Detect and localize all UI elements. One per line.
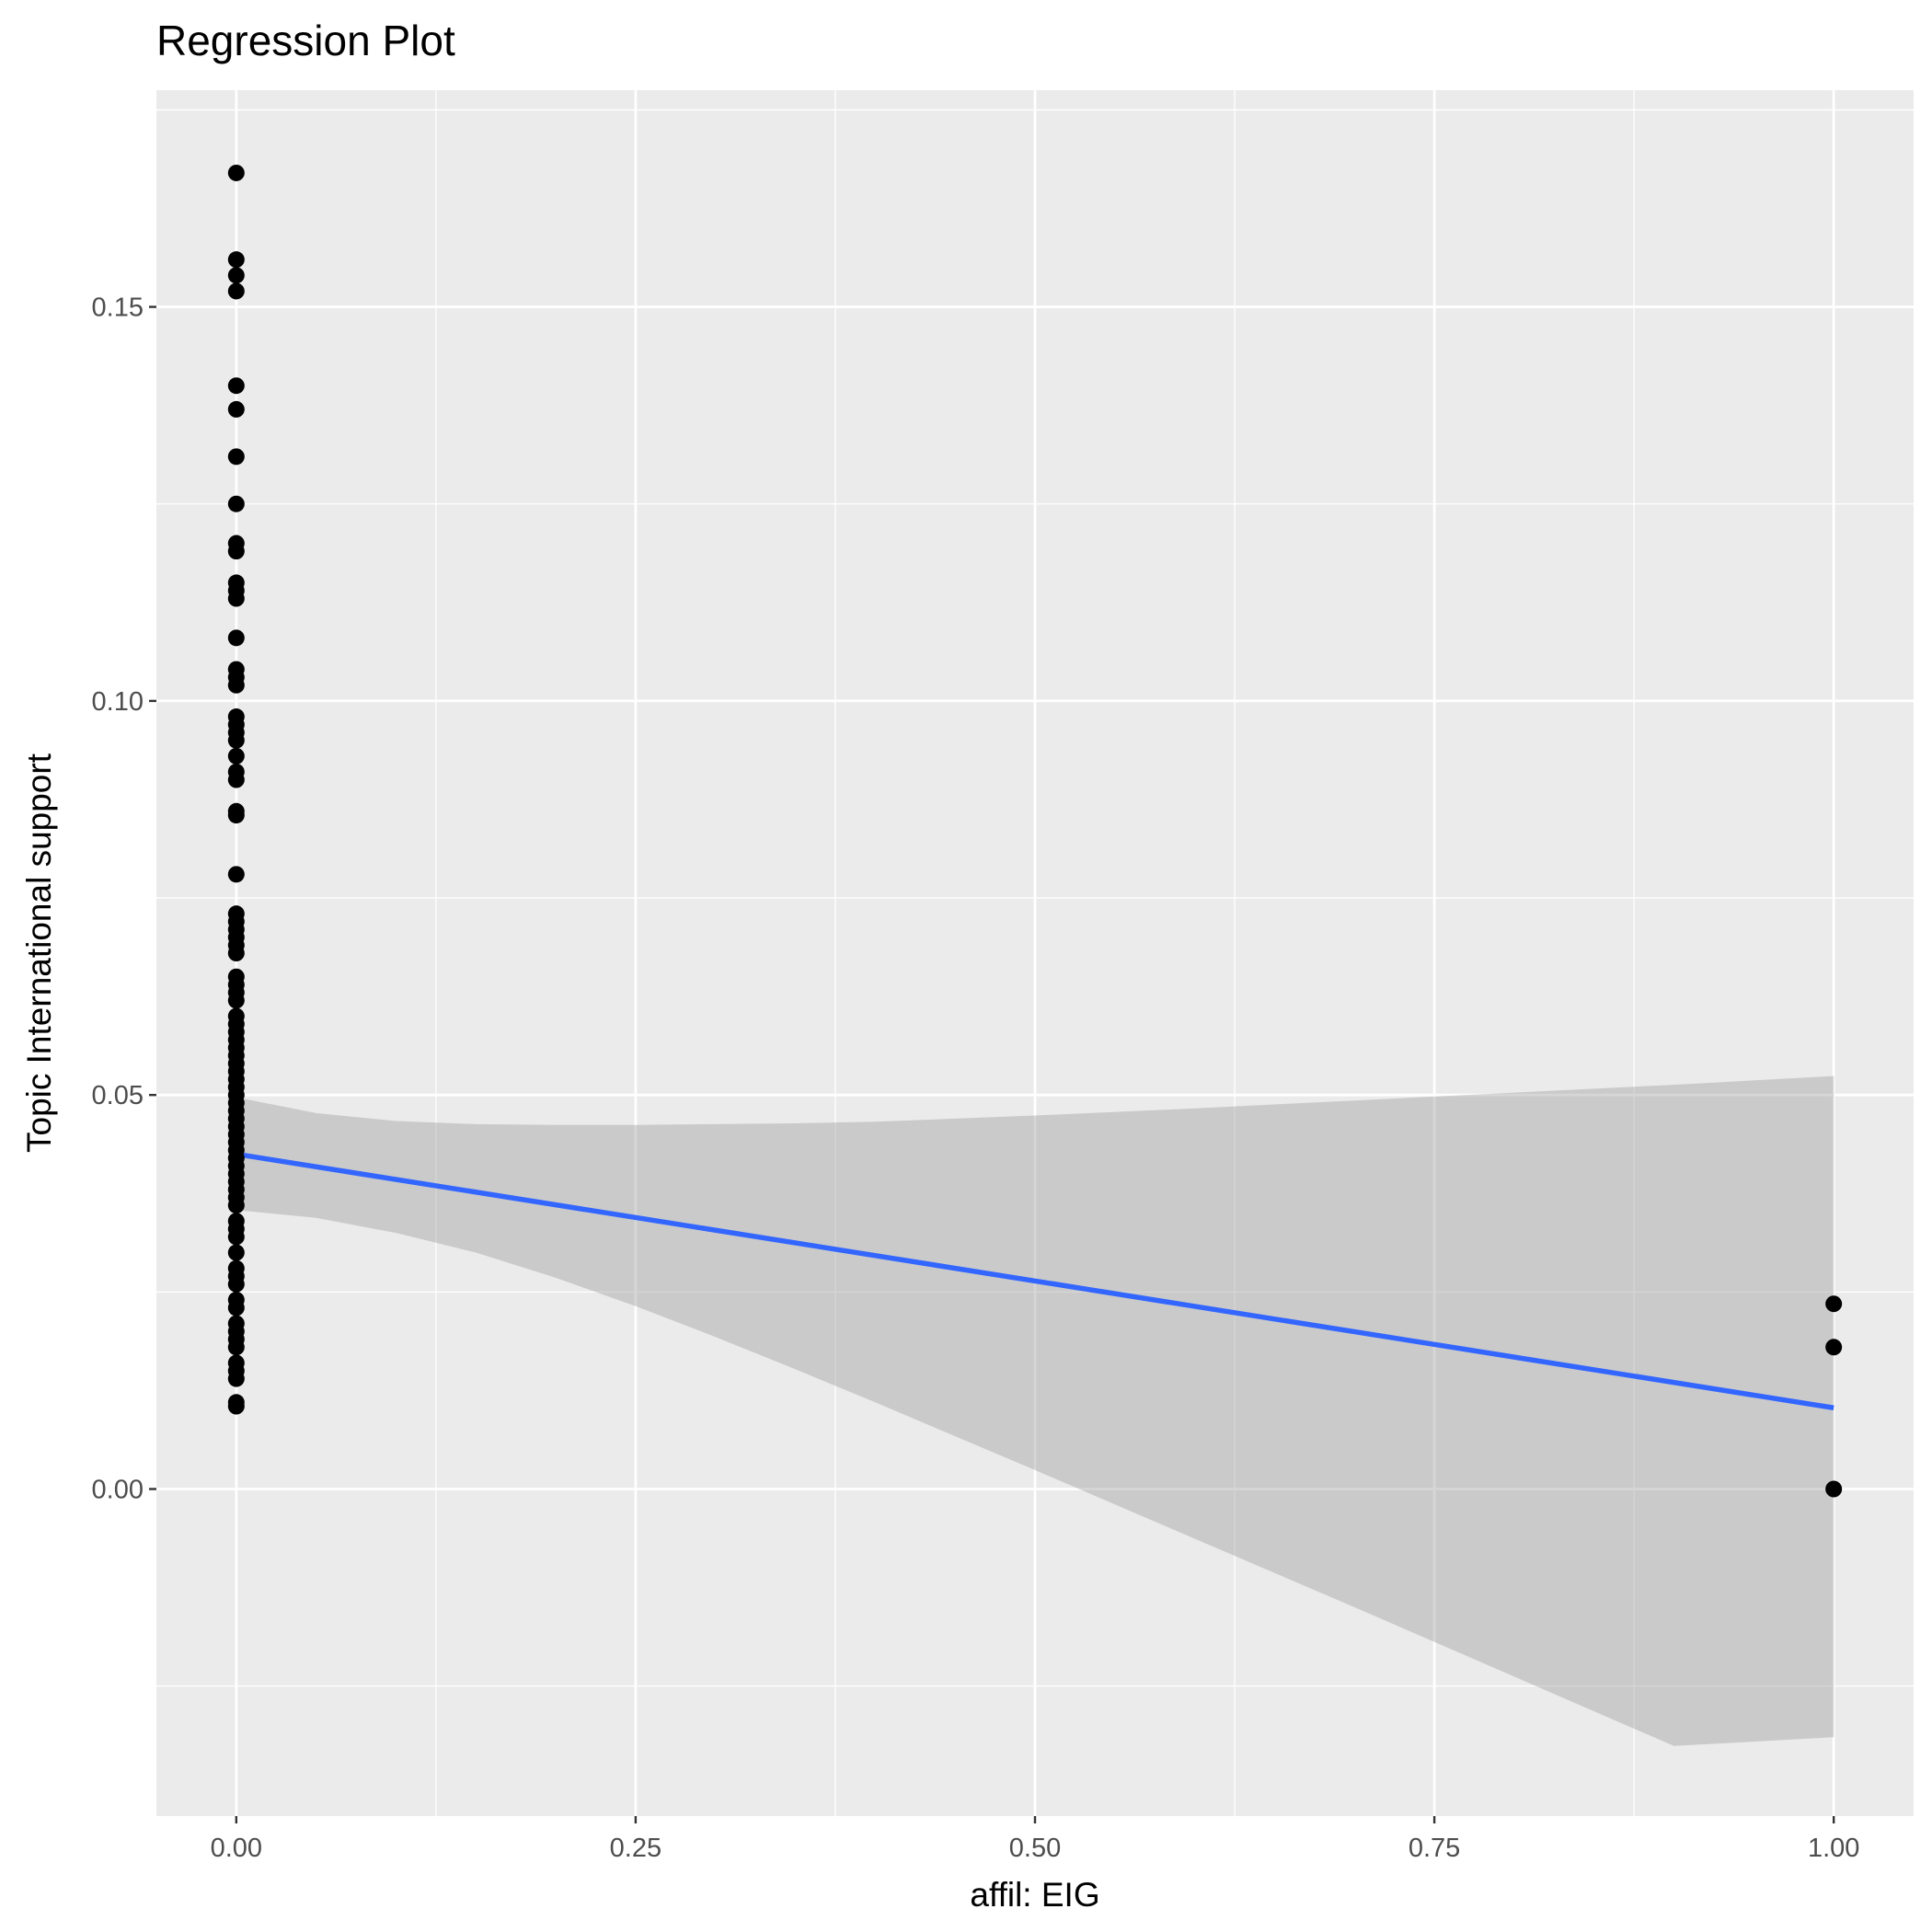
data-point bbox=[227, 1370, 245, 1387]
x-axis: 0.00 0.25 0.50 0.75 1.00 bbox=[211, 1816, 1859, 1863]
data-point bbox=[227, 164, 245, 181]
data-point bbox=[1825, 1295, 1843, 1313]
confidence-band bbox=[236, 1075, 1834, 1746]
regression-line-layer bbox=[236, 1151, 1834, 1410]
y-axis: 0.00 0.05 0.10 0.15 bbox=[92, 293, 156, 1505]
data-point bbox=[227, 543, 245, 560]
y-tick-label: 0.00 bbox=[92, 1476, 144, 1505]
confidence-band-layer bbox=[236, 1075, 1834, 1746]
data-point bbox=[227, 377, 245, 395]
y-axis-title: Topic International support bbox=[20, 753, 58, 1153]
data-point bbox=[227, 1244, 245, 1261]
x-axis-title: affil: EIG bbox=[970, 1876, 1099, 1914]
data-point bbox=[227, 448, 245, 466]
data-point bbox=[227, 945, 245, 961]
y-tick-label: 0.15 bbox=[92, 293, 144, 323]
data-point bbox=[227, 1339, 245, 1356]
data-point bbox=[227, 282, 245, 300]
x-tick-label: 0.50 bbox=[1009, 1834, 1061, 1863]
data-point bbox=[1825, 1339, 1843, 1356]
data-point bbox=[227, 676, 245, 694]
data-point bbox=[227, 1299, 245, 1317]
data-point bbox=[227, 590, 245, 607]
data-point bbox=[227, 629, 245, 647]
data-point bbox=[227, 771, 245, 788]
data-point bbox=[227, 807, 245, 824]
data-point bbox=[227, 400, 245, 418]
regression-line bbox=[236, 1151, 1834, 1410]
data-point bbox=[227, 1228, 245, 1246]
chart-title: Regression Plot bbox=[156, 17, 455, 64]
data-point bbox=[227, 866, 245, 883]
y-tick-label: 0.10 bbox=[92, 687, 144, 717]
x-tick-label: 0.00 bbox=[211, 1834, 262, 1863]
data-point bbox=[227, 1197, 245, 1214]
data-point bbox=[227, 992, 245, 1009]
data-point bbox=[227, 731, 245, 749]
data-point bbox=[227, 1275, 245, 1293]
x-tick-label: 1.00 bbox=[1808, 1834, 1859, 1863]
data-point bbox=[227, 1397, 245, 1415]
x-tick-label: 0.25 bbox=[610, 1834, 661, 1863]
data-point bbox=[227, 495, 245, 512]
data-points-layer bbox=[227, 164, 1843, 1498]
data-point bbox=[227, 267, 245, 284]
x-tick-label: 0.75 bbox=[1409, 1834, 1460, 1863]
data-point bbox=[227, 251, 245, 269]
data-point bbox=[1825, 1480, 1843, 1498]
y-tick-label: 0.05 bbox=[92, 1081, 144, 1110]
data-point bbox=[227, 747, 245, 765]
